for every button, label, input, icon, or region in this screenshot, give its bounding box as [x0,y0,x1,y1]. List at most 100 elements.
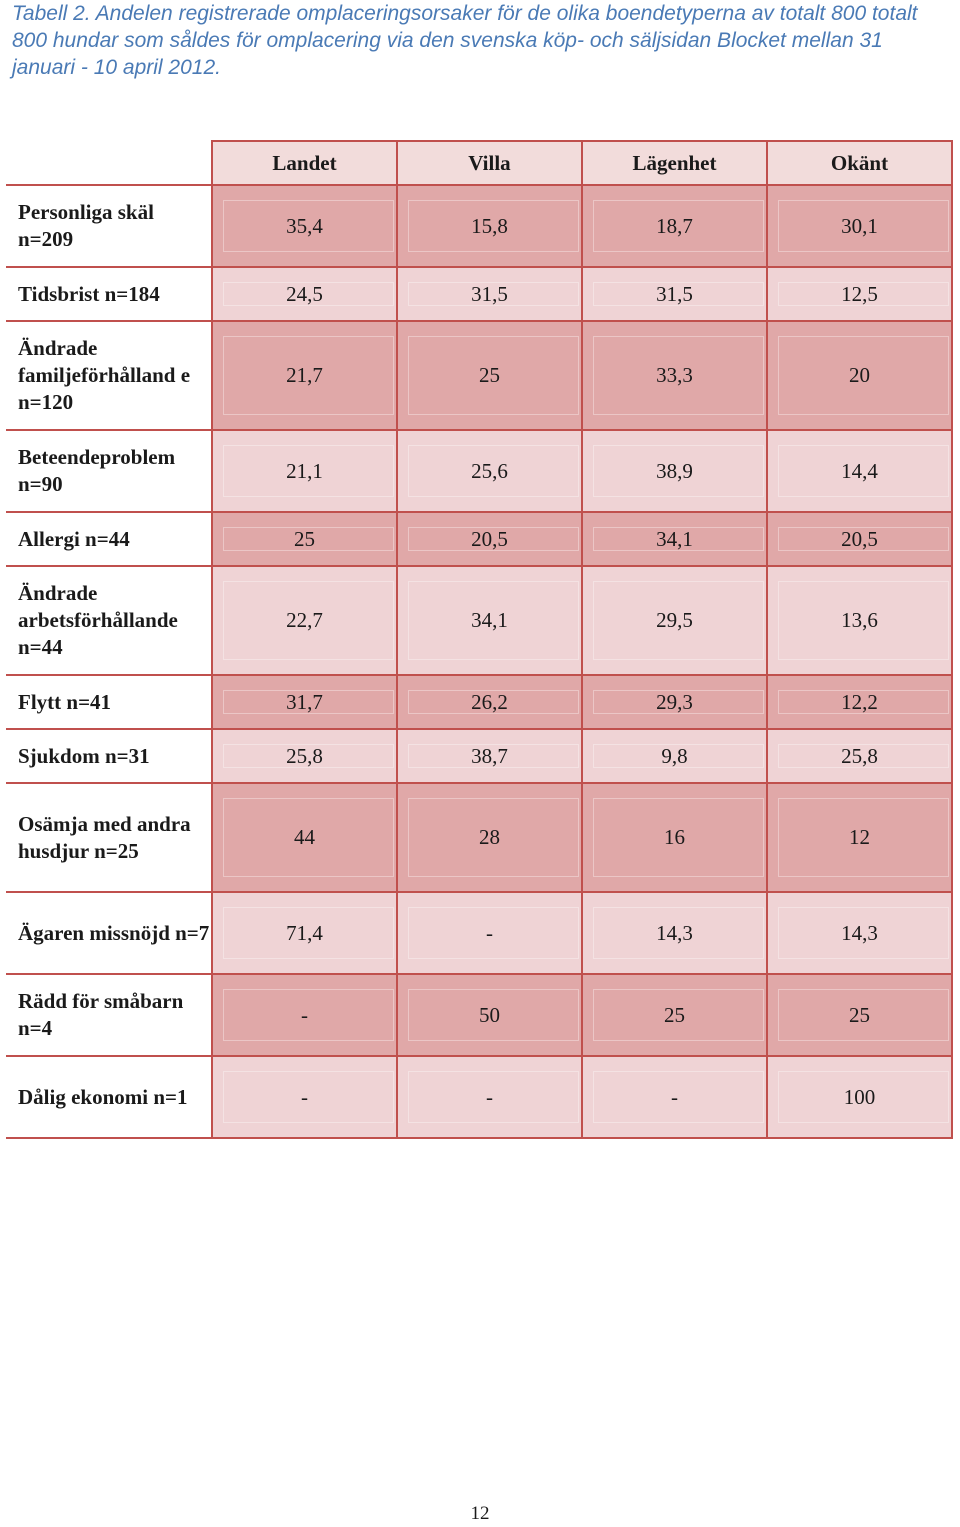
row-value: 28 [396,782,583,893]
row-label: Osämja med andra husdjur n=25 [6,782,213,893]
row-value: 24,5 [211,266,398,322]
cell-value: 12,2 [841,689,878,714]
row-value: 38,9 [581,429,768,513]
row-value: 22,7 [211,565,398,676]
cell-value: - [671,1084,678,1109]
table-row: Flytt n=41 31,7 26,2 29,3 12,2 [6,674,953,730]
cell-value: 25 [664,1002,685,1027]
row-value: 34,1 [396,565,583,676]
cell-value: 29,3 [656,689,693,714]
cell-value: 12,5 [841,281,878,306]
header-corner [6,141,213,186]
cell-value: 12 [849,825,870,849]
cell-value: - [301,1084,308,1109]
row-value: 14,4 [766,429,953,513]
cell-value: 25 [479,363,500,387]
row-value: 25 [396,320,583,431]
row-label: Flytt n=41 [6,674,213,730]
table-row: Ändrade arbetsförhållande n=44 22,7 34,1 29… [6,565,953,676]
cell-value: 38,7 [471,743,508,768]
row-value: 25 [581,973,768,1057]
cell-value: 16 [664,825,685,849]
row-value: 31,5 [396,266,583,322]
table-row: Rädd för småbarn n=4 - 50 25 25 [6,973,953,1057]
cell-value: 20,5 [841,526,878,551]
cell-value: 71,4 [286,920,323,945]
data-table: Landet Villa Lägenhet Okänt Personliga s… [6,140,953,1139]
row-value: 21,7 [211,320,398,431]
cell-value: 21,7 [286,363,323,387]
cell-value: 25 [294,526,315,551]
cell-value: 30,1 [841,213,878,238]
cell-value: 14,3 [656,920,693,945]
row-value: 100 [766,1055,953,1139]
row-value: - [581,1055,768,1139]
row-value: - [211,973,398,1057]
row-label: Beteendeproblem n=90 [6,429,213,513]
cell-value: 35,4 [286,213,323,238]
table-row: Dålig ekonomi n=1 - - - 100 [6,1055,953,1139]
cell-value: 20,5 [471,526,508,551]
row-value: - [396,1055,583,1139]
table-row: Ägaren missnöjd n=7 71,4 - 14,3 14,3 [6,891,953,975]
row-value: 31,7 [211,674,398,730]
cell-value: 25 [849,1002,870,1027]
cell-value: 25,6 [471,458,508,483]
table-row: Tidsbrist n=184 24,5 31,5 31,5 12,5 [6,266,953,322]
cell-value: 25,8 [286,743,323,768]
row-value: 44 [211,782,398,893]
header-okant: Okänt [766,140,953,186]
row-value: 35,4 [211,184,398,268]
cell-value: 34,1 [656,526,693,551]
row-value: 20 [766,320,953,431]
cell-value: 44 [294,825,315,849]
cell-value: 24,5 [286,281,323,306]
row-value: 12,2 [766,674,953,730]
row-value: - [211,1055,398,1139]
cell-value: 14,4 [841,458,878,483]
cell-value: 100 [843,1084,876,1109]
row-value: 25 [211,511,398,567]
header-lagenhet: Lägenhet [581,140,768,186]
cell-value: - [486,920,493,945]
row-label: Sjukdom n=31 [6,728,213,784]
row-label: Ägaren missnöjd n=7 [6,891,213,975]
cell-value: 15,8 [471,213,508,238]
page-number: 12 [470,1503,490,1524]
cell-value: 31,7 [286,689,323,714]
cell-value: 25,8 [841,743,878,768]
row-value: - [396,891,583,975]
cell-value: 28 [479,825,500,849]
row-label: Allergi n=44 [6,511,213,567]
cell-value: 33,3 [656,363,693,387]
header-landet: Landet [211,140,398,186]
row-value: 16 [581,782,768,893]
row-value: 29,3 [581,674,768,730]
cell-value: 13,6 [841,608,878,632]
row-value: 13,6 [766,565,953,676]
table-row: Beteendeproblem n=90 21,1 25,6 38,9 14,4 [6,429,953,513]
table-caption: Tabell 2. Andelen registrerade omplaceri… [12,2,918,79]
row-value: 34,1 [581,511,768,567]
row-label: Personliga skäl n=209 [6,184,213,268]
cell-value: 21,1 [286,458,323,483]
cell-value: 26,2 [471,689,508,714]
row-label: Ändrade arbetsförhållande n=44 [6,565,213,676]
cell-value: 31,5 [471,281,508,306]
cell-value: - [301,1002,308,1027]
row-label: Tidsbrist n=184 [6,266,213,322]
row-value: 38,7 [396,728,583,784]
row-value: 21,1 [211,429,398,513]
cell-value: 18,7 [656,213,693,238]
cell-value: - [486,1084,493,1109]
header-row: Landet Villa Lägenhet Okänt [6,140,953,186]
row-label: Rädd för småbarn n=4 [6,973,213,1057]
table-row: Allergi n=44 25 20,5 34,1 20,5 [6,511,953,567]
row-value: 31,5 [581,266,768,322]
cell-value: 34,1 [471,608,508,632]
row-value: 25,8 [766,728,953,784]
table-row: Personliga skäl n=209 35,4 15,8 18,7 30,1 [6,184,953,268]
row-value: 20,5 [766,511,953,567]
row-value: 50 [396,973,583,1057]
row-value: 18,7 [581,184,768,268]
